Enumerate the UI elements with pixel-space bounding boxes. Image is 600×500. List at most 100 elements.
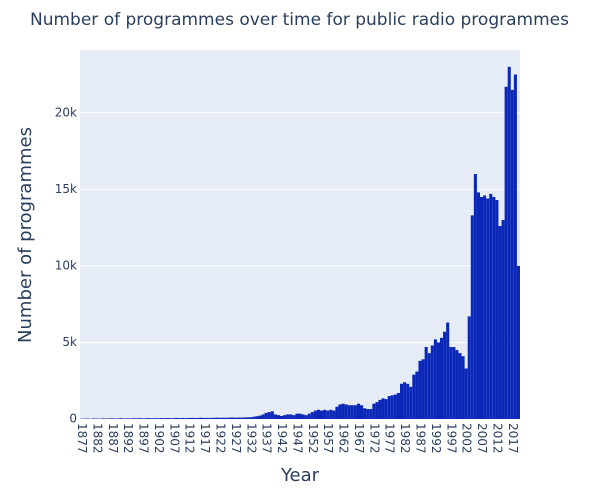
- bar: [295, 413, 299, 419]
- x-tick-label: 2007: [475, 423, 489, 454]
- bar: [129, 418, 133, 419]
- x-tick-label: 1957: [321, 423, 335, 454]
- bar: [215, 417, 219, 419]
- bar: [310, 412, 314, 419]
- bar: [421, 359, 425, 419]
- bar: [196, 417, 200, 419]
- bar: [212, 417, 216, 419]
- bar: [320, 410, 324, 419]
- x-tick-label: 1907: [167, 423, 181, 454]
- bar: [403, 382, 407, 419]
- bar: [110, 418, 114, 419]
- bar: [489, 193, 493, 419]
- bar: [138, 418, 142, 419]
- bar: [341, 403, 345, 419]
- bar: [412, 374, 416, 419]
- y-tick-label: 5k: [62, 335, 77, 349]
- bar: [209, 417, 213, 419]
- bar: [153, 418, 157, 419]
- bar: [360, 405, 364, 419]
- bar: [393, 394, 397, 419]
- bar: [375, 402, 379, 419]
- bar: [486, 198, 490, 419]
- bar: [92, 418, 96, 419]
- x-tick-label: 1882: [90, 423, 104, 454]
- bar: [107, 418, 111, 419]
- bar: [443, 331, 447, 419]
- bar: [178, 418, 182, 419]
- x-tick-label: 1982: [398, 423, 412, 454]
- x-tick-label: 1977: [383, 423, 397, 454]
- bar: [363, 408, 367, 419]
- x-tick-label: 1932: [244, 423, 258, 454]
- bar: [252, 416, 256, 419]
- x-tick-label: 2012: [490, 423, 504, 454]
- bar: [446, 322, 450, 419]
- bar: [467, 316, 471, 419]
- bar: [350, 405, 354, 419]
- bar: [230, 417, 234, 419]
- bar: [492, 196, 496, 419]
- bar: [323, 409, 327, 419]
- bar: [387, 396, 391, 419]
- bar: [406, 383, 410, 419]
- y-tick-label: 20k: [55, 105, 77, 119]
- bar: [335, 406, 339, 419]
- bar: [510, 89, 514, 419]
- x-tick-label: 1987: [414, 423, 428, 454]
- bar: [206, 417, 210, 419]
- bar: [464, 368, 468, 419]
- bar: [473, 174, 477, 419]
- bar: [495, 200, 499, 419]
- bar: [347, 405, 351, 419]
- bar: [507, 66, 511, 420]
- bar: [372, 403, 376, 419]
- bar: [163, 418, 167, 419]
- bar: [458, 353, 462, 419]
- x-tick-label: 1917: [198, 423, 212, 454]
- bar: [470, 215, 474, 419]
- bar: [424, 347, 428, 419]
- bar: [313, 410, 317, 419]
- bar: [329, 409, 333, 419]
- bar: [316, 409, 320, 419]
- bar: [224, 417, 228, 419]
- x-tick-label: 1912: [183, 423, 197, 454]
- bar: [498, 226, 502, 419]
- bar: [338, 404, 342, 419]
- bar: [289, 414, 293, 419]
- bar: [381, 398, 385, 419]
- x-tick-label: 1992: [429, 423, 443, 454]
- bar: [292, 415, 296, 419]
- bar: [218, 417, 222, 419]
- bar: [267, 412, 271, 419]
- x-tick-label: 1877: [75, 423, 89, 454]
- x-tick-label: 1972: [367, 423, 381, 454]
- bar: [409, 386, 413, 419]
- bar: [236, 417, 240, 419]
- bar: [455, 350, 459, 419]
- bar: [169, 418, 173, 419]
- bar: [366, 409, 370, 419]
- bar: [264, 412, 268, 419]
- y-tick-label: 15k: [55, 182, 77, 196]
- bar: [233, 417, 237, 419]
- bar: [304, 415, 308, 419]
- bar: [156, 418, 160, 419]
- x-tick-label: 2002: [460, 423, 474, 454]
- bar: [430, 345, 434, 419]
- bar: [344, 404, 348, 419]
- bar: [307, 413, 311, 419]
- x-tick-label: 1962: [337, 423, 351, 454]
- bar: [415, 371, 419, 419]
- x-tick-label: 1897: [137, 423, 151, 454]
- bar: [116, 418, 120, 419]
- y-tick-label: 0: [69, 412, 77, 426]
- bar: [126, 418, 130, 419]
- bar: [144, 418, 148, 419]
- bar: [101, 418, 105, 419]
- bar: [283, 415, 287, 419]
- bar: [356, 403, 360, 419]
- bar: [123, 418, 127, 419]
- x-tick-label: 2017: [506, 423, 520, 454]
